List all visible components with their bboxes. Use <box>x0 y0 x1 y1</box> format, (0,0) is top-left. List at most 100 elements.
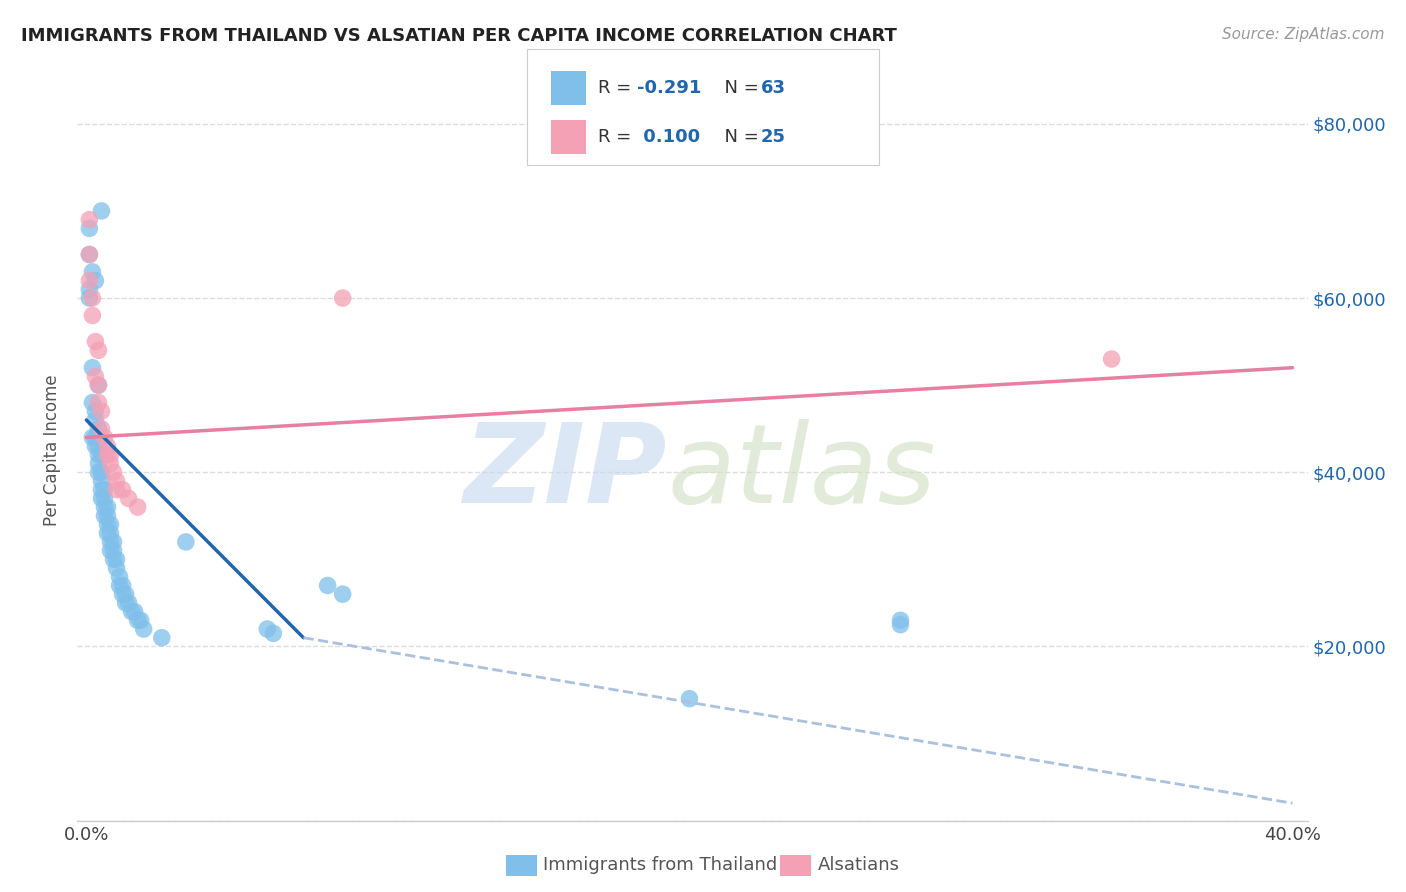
Point <box>100 517 122 532</box>
Point <box>105 483 128 497</box>
Text: N =: N = <box>713 78 765 96</box>
Point <box>117 491 139 506</box>
Point <box>87 465 110 479</box>
Text: IMMIGRANTS FROM THAILAND VS ALSATIAN PER CAPITA INCOME CORRELATION CHART: IMMIGRANTS FROM THAILAND VS ALSATIAN PER… <box>21 27 897 45</box>
Point <box>108 578 131 592</box>
Point <box>124 605 146 619</box>
Point <box>129 613 152 627</box>
Point <box>84 430 107 444</box>
Text: R =: R = <box>598 128 637 146</box>
Point <box>84 413 107 427</box>
Point <box>127 613 149 627</box>
Text: atlas: atlas <box>668 419 936 526</box>
Point <box>117 596 139 610</box>
Text: Immigrants from Thailand: Immigrants from Thailand <box>543 856 778 874</box>
Point <box>111 578 134 592</box>
Point <box>82 360 104 375</box>
Point <box>93 430 115 444</box>
Point <box>96 448 118 462</box>
Point <box>79 212 101 227</box>
Point <box>332 291 354 305</box>
Point <box>90 483 112 497</box>
Point <box>79 282 101 296</box>
Point <box>132 622 155 636</box>
Point <box>90 404 112 418</box>
Text: Alsatians: Alsatians <box>818 856 900 874</box>
Text: R =: R = <box>598 78 637 96</box>
Point <box>103 552 125 566</box>
Point <box>79 247 101 261</box>
Point <box>114 596 136 610</box>
Point <box>105 474 128 488</box>
Point <box>84 439 107 453</box>
Point <box>79 274 101 288</box>
Point <box>96 526 118 541</box>
Text: 25: 25 <box>761 128 786 146</box>
Point <box>93 508 115 523</box>
Point <box>111 587 134 601</box>
Point <box>111 483 134 497</box>
Point <box>174 535 197 549</box>
Point <box>103 543 125 558</box>
Point <box>96 500 118 514</box>
Point <box>90 465 112 479</box>
Point <box>103 535 125 549</box>
Text: N =: N = <box>713 128 765 146</box>
Point <box>90 422 112 436</box>
Point <box>82 395 104 409</box>
Point <box>100 543 122 558</box>
Point <box>114 587 136 601</box>
Point <box>90 448 112 462</box>
Point <box>87 439 110 453</box>
Point <box>84 404 107 418</box>
Text: Source: ZipAtlas.com: Source: ZipAtlas.com <box>1222 27 1385 42</box>
Point <box>127 500 149 514</box>
Point <box>87 378 110 392</box>
Point <box>93 491 115 506</box>
Point <box>889 617 911 632</box>
Point <box>82 309 104 323</box>
Point <box>332 587 354 601</box>
Point <box>87 448 110 462</box>
Point <box>84 334 107 349</box>
Text: ZIP: ZIP <box>464 419 668 526</box>
Point <box>262 626 284 640</box>
Point <box>103 465 125 479</box>
Point <box>87 422 110 436</box>
Point <box>150 631 173 645</box>
Point <box>84 369 107 384</box>
Point <box>100 448 122 462</box>
Point <box>82 430 104 444</box>
Point <box>316 578 339 592</box>
Point <box>1101 351 1123 366</box>
Point <box>96 517 118 532</box>
Point <box>100 526 122 541</box>
Point <box>87 457 110 471</box>
Point <box>108 570 131 584</box>
Point <box>93 483 115 497</box>
Point <box>82 265 104 279</box>
Point <box>105 561 128 575</box>
Point <box>87 343 110 358</box>
Point <box>90 474 112 488</box>
Point <box>121 605 143 619</box>
Point <box>105 552 128 566</box>
Point <box>82 291 104 305</box>
Point <box>79 247 101 261</box>
Point <box>100 535 122 549</box>
Point <box>256 622 278 636</box>
Text: -0.291: -0.291 <box>637 78 702 96</box>
Point <box>90 491 112 506</box>
Point <box>87 378 110 392</box>
Point <box>84 274 107 288</box>
Point <box>100 457 122 471</box>
Point <box>96 439 118 453</box>
Y-axis label: Per Capita Income: Per Capita Income <box>44 375 62 526</box>
Point <box>93 500 115 514</box>
Text: 63: 63 <box>761 78 786 96</box>
Point <box>87 395 110 409</box>
Point <box>90 203 112 218</box>
Point <box>96 508 118 523</box>
Point <box>678 691 700 706</box>
Point <box>79 221 101 235</box>
